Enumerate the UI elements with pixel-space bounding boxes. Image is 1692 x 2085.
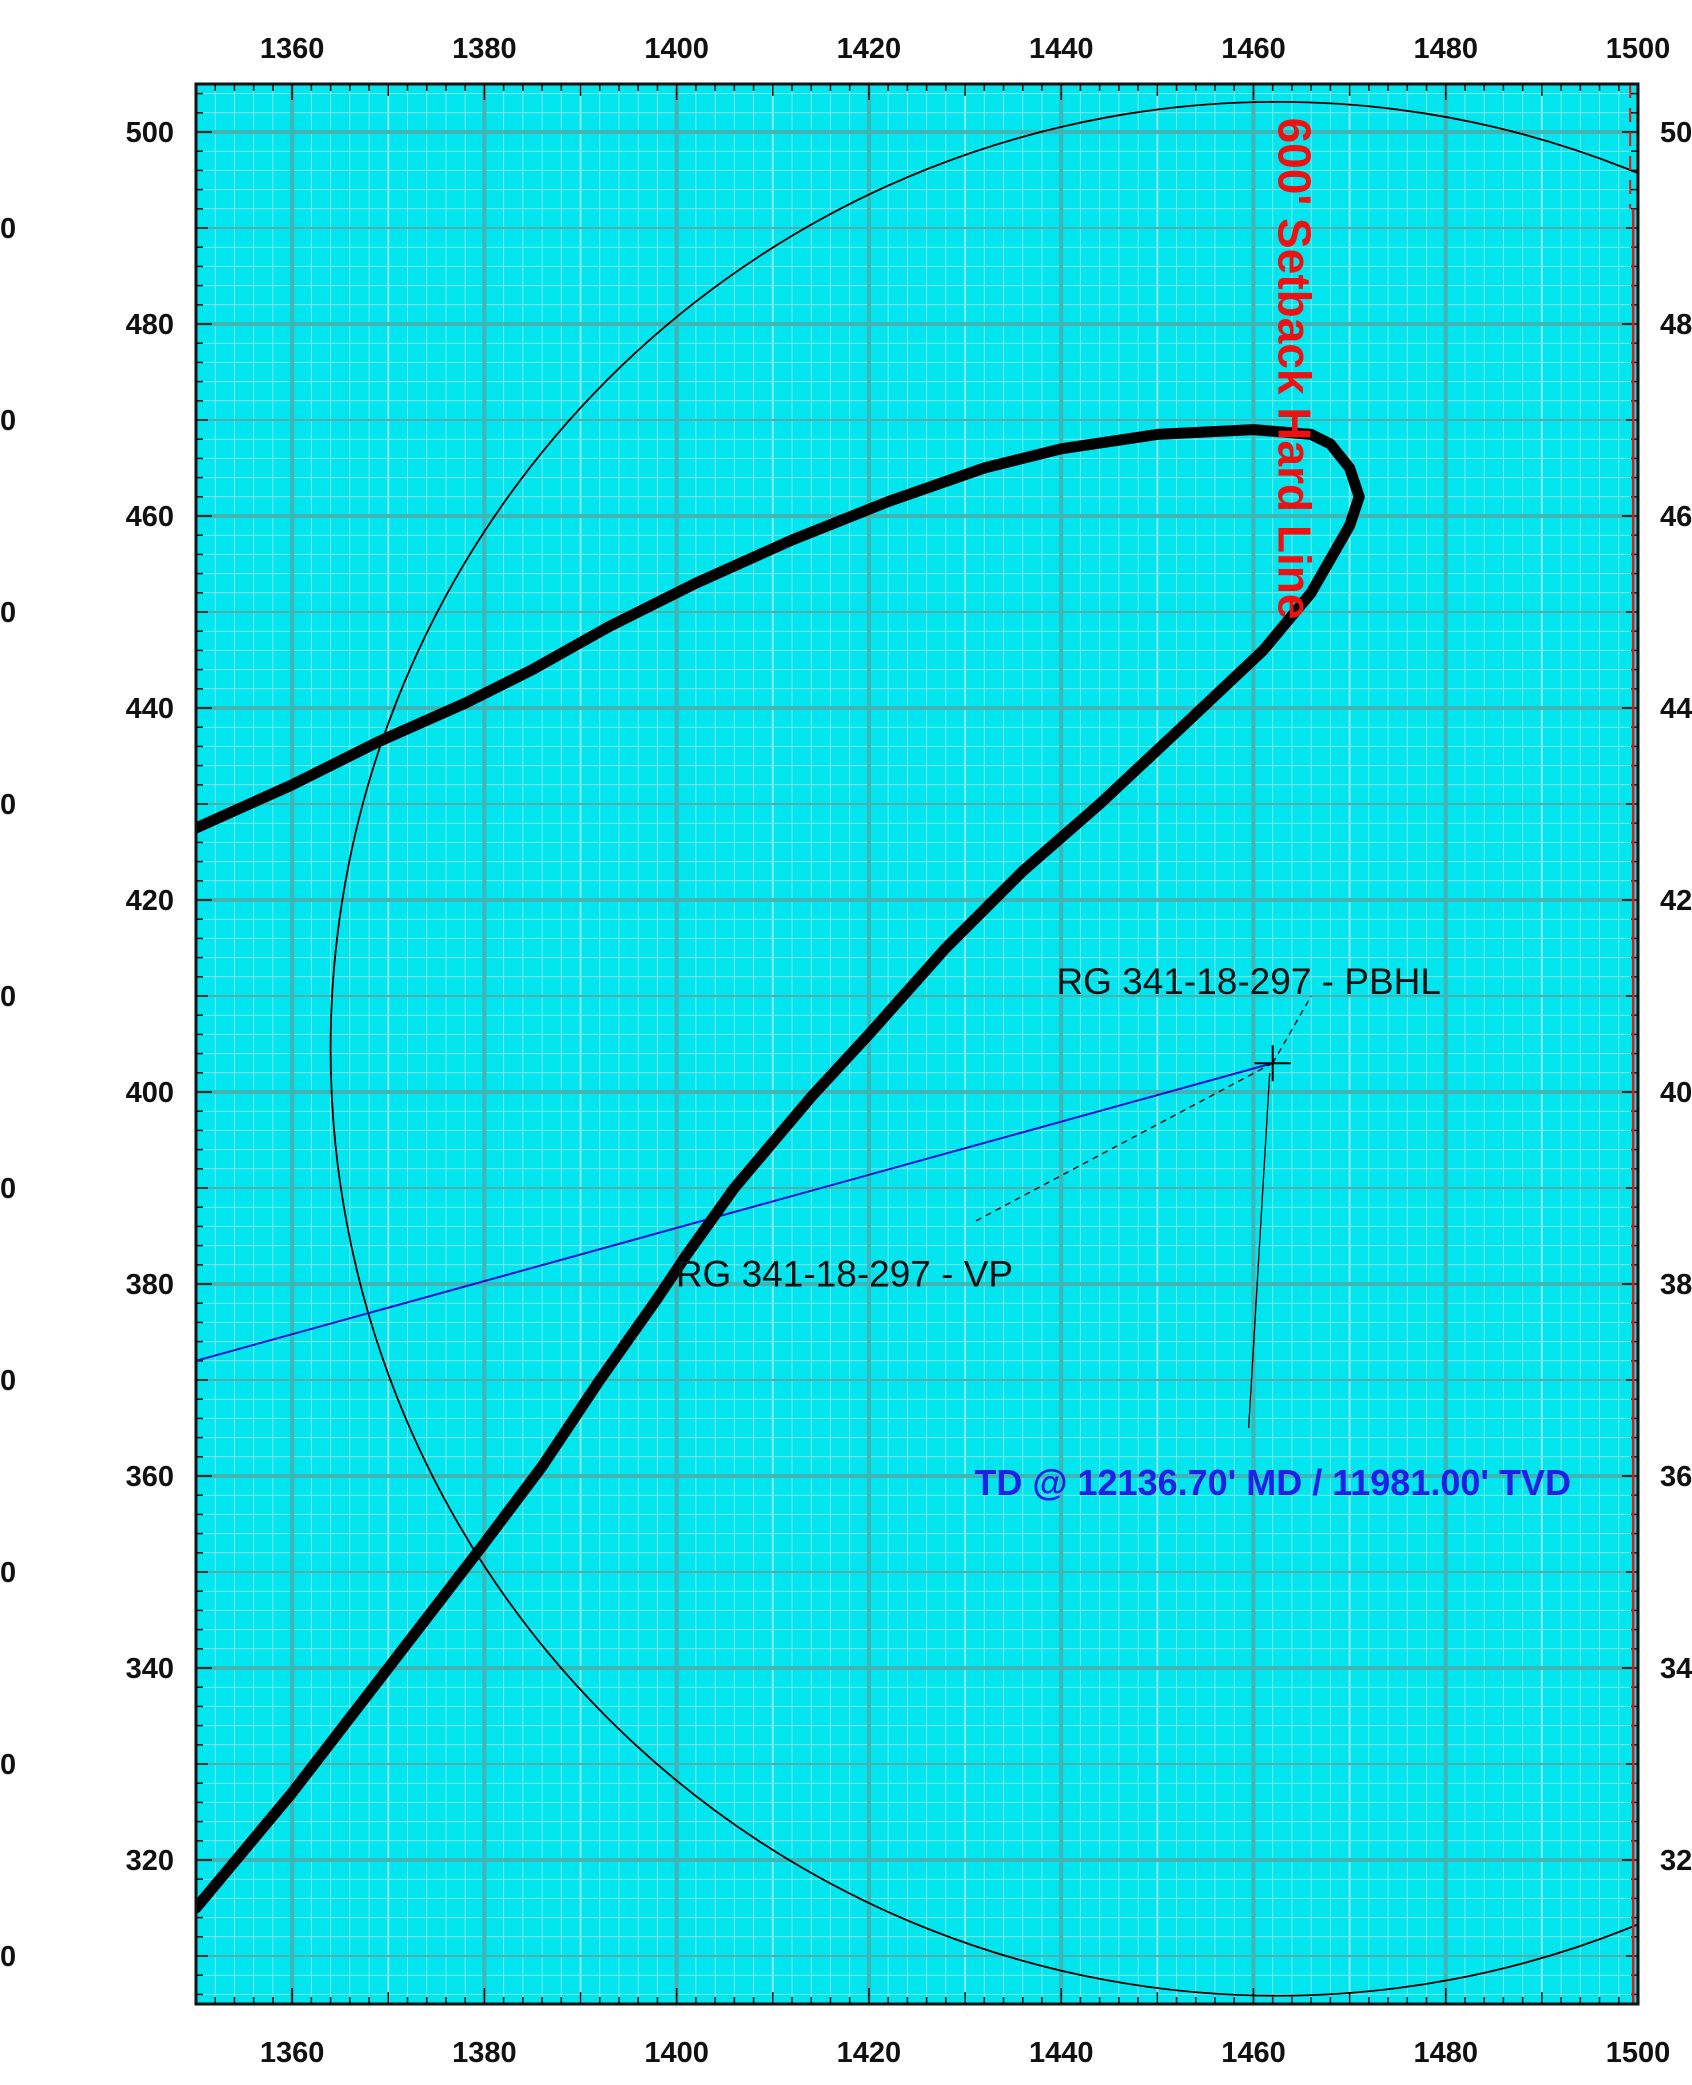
y-tick-label-clipped: 0: [0, 1557, 16, 1589]
y-tick-label-clipped: 0: [0, 213, 16, 245]
y-tick-label-left: 500: [126, 117, 174, 149]
annotation-pbhl: RG 341-18-297 - PBHL: [1056, 961, 1441, 1002]
x-tick-label-bottom: 1440: [1029, 2037, 1094, 2069]
y-tick-label-right: 44: [1660, 693, 1692, 725]
y-tick-label-left: 420: [126, 885, 174, 917]
x-tick-label-top: 1420: [837, 33, 902, 65]
y-tick-label-right: 34: [1660, 1653, 1692, 1685]
y-tick-label-clipped: 0: [0, 789, 16, 821]
y-tick-label-clipped: 0: [0, 1173, 16, 1205]
annotation-td: TD @ 12136.70' MD / 11981.00' TVD: [974, 1462, 1571, 1503]
leader-td: [1248, 1073, 1271, 1429]
series-wellbore-path: [196, 424, 1365, 1914]
x-tick-label-top: 1500: [1606, 33, 1671, 65]
x-tick-label-bottom: 1400: [644, 2037, 709, 2069]
y-tick-label-clipped: 0: [0, 1365, 16, 1397]
tick-labels: 1360 1360 1380 1380 1400 1400 1420 1420 1440 1440…: [0, 33, 1692, 2069]
x-tick-label-top: 1480: [1413, 33, 1478, 65]
markers: [1254, 1045, 1291, 1082]
y-tick-label-left: 320: [126, 1845, 174, 1877]
y-tick-label-right: 50: [1660, 117, 1692, 149]
x-tick-label-top: 1380: [452, 33, 517, 65]
y-tick-label-left: 340: [126, 1653, 174, 1685]
leader-vp: [974, 1062, 1273, 1223]
setback-label: 600' Setback Hard Line: [1268, 118, 1320, 620]
leader-pbhl: [1272, 995, 1312, 1064]
y-tick-label-right: 48: [1660, 309, 1692, 341]
major-grid: [196, 84, 1638, 2004]
y-tick-label-right: 46: [1660, 501, 1692, 533]
x-tick-label-top: 1360: [260, 33, 325, 65]
series-plan-line: [196, 1062, 1273, 1362]
y-tick-label-right: 32: [1660, 1845, 1692, 1877]
y-tick-label-clipped: 0: [0, 1941, 16, 1973]
y-tick-label-left: 480: [126, 309, 174, 341]
annotation-vp: RG 341-18-297 - VP: [676, 1253, 1013, 1294]
y-tick-label-clipped: 0: [0, 1749, 16, 1781]
y-tick-label-right: 38: [1660, 1269, 1692, 1301]
y-tick-label-left: 400: [126, 1077, 174, 1109]
y-tick-label-right: 36: [1660, 1461, 1692, 1493]
x-tick-label-bottom: 1480: [1413, 2037, 1478, 2069]
x-tick-label-bottom: 1500: [1606, 2037, 1671, 2069]
y-tick-label-left: 460: [126, 501, 174, 533]
y-tick-label-left: 380: [126, 1269, 174, 1301]
x-tick-label-bottom: 1420: [837, 2037, 902, 2069]
x-tick-label-bottom: 1380: [452, 2037, 517, 2069]
plot-frame: [194, 82, 1640, 2006]
y-tick-label-left: 440: [126, 693, 174, 725]
y-tick-label-clipped: 0: [0, 405, 16, 437]
x-tick-label-top: 1460: [1221, 33, 1286, 65]
y-tick-label-left: 360: [126, 1461, 174, 1493]
x-tick-label-bottom: 1460: [1221, 2037, 1286, 2069]
x-tick-label-bottom: 1360: [260, 2037, 325, 2069]
y-tick-label-clipped: 0: [0, 981, 16, 1013]
range-circle: [329, 101, 1638, 1997]
x-tick-label-top: 1440: [1029, 33, 1094, 65]
x-tick-label-top: 1400: [644, 33, 709, 65]
y-tick-label-clipped: 0: [0, 597, 16, 629]
y-tick-label-right: 42: [1660, 885, 1692, 917]
y-tick-label-right: 40: [1660, 1077, 1692, 1109]
plot-area: [196, 84, 1638, 2004]
